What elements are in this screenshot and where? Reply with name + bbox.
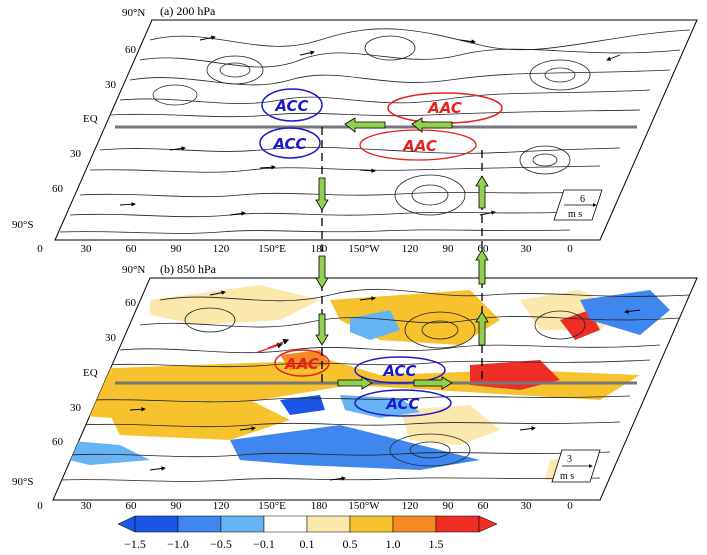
colorbar-label: 0.5 bbox=[343, 537, 358, 551]
panel-850hPa: 3 m s (b) 850 hPa 90°N 60 30 EQ 30 60 90… bbox=[12, 262, 698, 512]
panel-title: (b) 850 hPa bbox=[160, 262, 217, 276]
svg-text:AAC: AAC bbox=[427, 99, 462, 117]
svg-text:ACC: ACC bbox=[272, 135, 306, 153]
streamlines bbox=[59, 28, 691, 234]
svg-text:30: 30 bbox=[70, 402, 82, 414]
svg-text:30: 30 bbox=[105, 332, 117, 344]
svg-text:150°E: 150°E bbox=[258, 243, 286, 255]
svg-text:90: 90 bbox=[443, 500, 455, 512]
svg-text:120: 120 bbox=[402, 500, 419, 512]
ref-vector-value: 6 bbox=[580, 194, 585, 205]
colorbar-label: −1.5 bbox=[124, 537, 146, 551]
svg-text:90: 90 bbox=[171, 500, 183, 512]
svg-text:0: 0 bbox=[567, 500, 573, 512]
svg-text:60: 60 bbox=[125, 44, 137, 56]
circulation-acc-850-south: ACC bbox=[354, 389, 452, 417]
colorbar-label: 0.1 bbox=[300, 537, 315, 551]
colorbar-label: −1.0 bbox=[167, 537, 189, 551]
svg-text:30: 30 bbox=[521, 500, 533, 512]
svg-text:90°S: 90°S bbox=[12, 476, 34, 488]
reference-vector: 6 m s bbox=[553, 189, 603, 221]
svg-text:ACC: ACC bbox=[385, 395, 419, 413]
circulation-aac-south: AAC bbox=[359, 129, 477, 161]
svg-text:60: 60 bbox=[478, 243, 490, 255]
svg-text:90°N: 90°N bbox=[122, 264, 145, 276]
svg-text:60: 60 bbox=[478, 500, 490, 512]
ref-vector-value: 3 bbox=[567, 454, 572, 465]
svg-text:60: 60 bbox=[52, 183, 64, 195]
svg-text:AAC: AAC bbox=[402, 137, 437, 155]
reference-vector: 3 m s bbox=[551, 449, 601, 483]
colorbar: −1.5 −1.0 −0.5 −0.1 0.1 0.5 1.0 1.5 bbox=[117, 515, 498, 551]
shading bbox=[60, 285, 670, 480]
map-frame bbox=[54, 19, 698, 241]
svg-text:60: 60 bbox=[125, 297, 137, 309]
svg-text:120: 120 bbox=[213, 243, 230, 255]
svg-text:150°W: 150°W bbox=[348, 500, 380, 512]
svg-text:30: 30 bbox=[81, 243, 93, 255]
lat-labels: 90°N 60 30 EQ 30 60 90°S bbox=[12, 7, 145, 231]
streamlines bbox=[59, 288, 691, 482]
svg-text:180: 180 bbox=[311, 500, 328, 512]
circulation-acc-850-north: ACC bbox=[354, 356, 446, 384]
lon-labels: 0 30 60 90 120 150°E 180 150°W 120 90 60… bbox=[37, 500, 573, 512]
svg-text:30: 30 bbox=[105, 79, 117, 91]
svg-text:180: 180 bbox=[311, 243, 328, 255]
svg-text:0: 0 bbox=[567, 243, 573, 255]
svg-text:30: 30 bbox=[81, 500, 93, 512]
vector-arrows bbox=[119, 35, 621, 216]
svg-text:EQ: EQ bbox=[83, 113, 98, 125]
svg-text:150°W: 150°W bbox=[348, 243, 380, 255]
green-arrows-850 bbox=[337, 376, 453, 390]
vector-arrows bbox=[129, 290, 641, 481]
circulation-aac-850: AAC bbox=[257, 338, 330, 377]
svg-text:30: 30 bbox=[521, 243, 533, 255]
lon-labels: 0 30 60 90 120 150°E 180 150°W 120 90 60… bbox=[37, 243, 573, 255]
svg-text:90: 90 bbox=[171, 243, 183, 255]
svg-text:120: 120 bbox=[213, 500, 230, 512]
svg-text:ACC: ACC bbox=[382, 362, 416, 380]
circulation-acc-south: ACC bbox=[259, 127, 321, 159]
ref-vector-unit: m s bbox=[560, 471, 574, 482]
svg-text:ACC: ACC bbox=[274, 97, 308, 115]
ref-vector-unit: m s bbox=[568, 209, 582, 220]
circulation-acc-north: ACC bbox=[261, 88, 323, 122]
svg-text:150°E: 150°E bbox=[258, 500, 286, 512]
svg-text:90°S: 90°S bbox=[12, 219, 34, 231]
colorbar-label: 1.5 bbox=[429, 537, 444, 551]
svg-text:EQ: EQ bbox=[83, 367, 98, 379]
green-arrows-200 bbox=[344, 117, 453, 133]
colorbar-label: 1.0 bbox=[386, 537, 401, 551]
svg-text:30: 30 bbox=[70, 148, 82, 160]
panel-title: (a) 200 hPa bbox=[160, 4, 216, 18]
svg-text:120: 120 bbox=[402, 243, 419, 255]
map-frame bbox=[52, 277, 698, 501]
vertical-links bbox=[315, 127, 489, 383]
colorbar-label: −0.5 bbox=[210, 537, 232, 551]
colorbar-label: −0.1 bbox=[253, 537, 275, 551]
svg-text:60: 60 bbox=[126, 500, 138, 512]
panel-200hPa: 6 m s (a) 200 hPa 90°N 60 30 EQ 30 60 90… bbox=[12, 4, 698, 255]
svg-text:90: 90 bbox=[443, 243, 455, 255]
svg-text:60: 60 bbox=[126, 243, 138, 255]
svg-text:0: 0 bbox=[37, 243, 43, 255]
lat-labels: 90°N 60 30 EQ 30 60 90°S bbox=[12, 264, 145, 488]
svg-text:AAC: AAC bbox=[284, 355, 319, 373]
svg-text:90°N: 90°N bbox=[122, 7, 145, 19]
svg-text:0: 0 bbox=[37, 500, 43, 512]
svg-text:60: 60 bbox=[52, 436, 64, 448]
